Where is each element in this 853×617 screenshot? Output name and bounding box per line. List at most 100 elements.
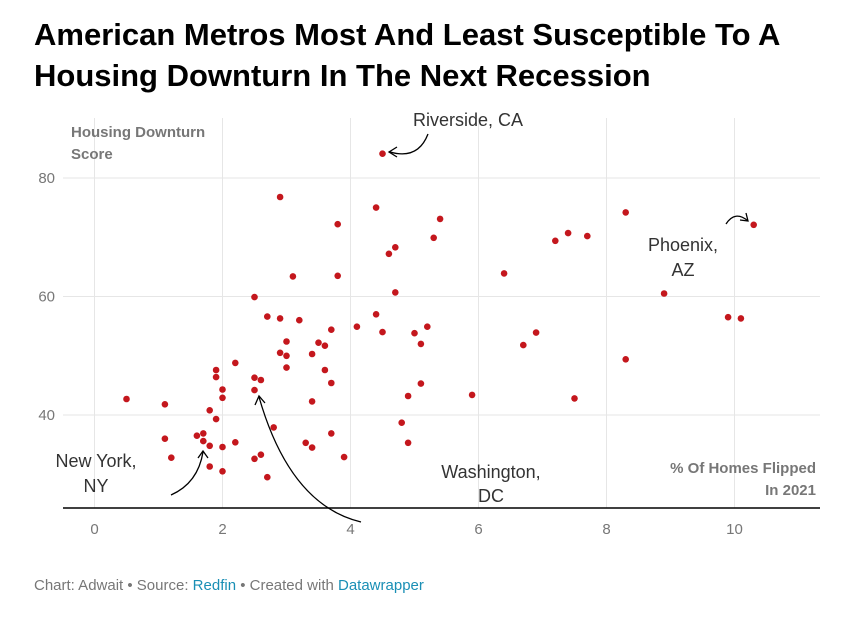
data-point bbox=[308, 444, 316, 451]
data-point bbox=[161, 435, 169, 443]
data-point bbox=[379, 150, 386, 157]
data-point bbox=[552, 237, 559, 245]
x-axis-title-line2: In 2021 bbox=[765, 482, 816, 499]
footer-prefix: Chart: Adwait • Source: bbox=[34, 577, 193, 594]
annotation-arrowhead-washington bbox=[254, 394, 266, 406]
data-point bbox=[321, 366, 329, 374]
x-tick-label: 8 bbox=[602, 521, 610, 538]
data-point bbox=[276, 193, 284, 201]
annotation-arrow-phoenix bbox=[725, 215, 749, 225]
x-axis-title-line1: % Of Homes Flipped bbox=[670, 460, 816, 477]
data-point bbox=[398, 419, 406, 427]
annotation-arrow-washington bbox=[258, 396, 362, 523]
data-point bbox=[289, 273, 297, 280]
annotations: Riverside, CA Phoenix, AZ New York, NY W… bbox=[55, 110, 749, 523]
data-point bbox=[257, 376, 265, 384]
data-point bbox=[308, 398, 316, 405]
data-point bbox=[372, 311, 380, 318]
data-point bbox=[392, 289, 399, 296]
data-point bbox=[500, 270, 508, 277]
data-point bbox=[411, 329, 418, 337]
data-point bbox=[404, 392, 412, 400]
data-point bbox=[212, 366, 220, 374]
data-point bbox=[206, 442, 213, 450]
x-tick-label: 2 bbox=[218, 521, 226, 538]
data-point bbox=[334, 220, 342, 228]
annotation-arrow-riverside bbox=[389, 133, 429, 155]
data-point bbox=[161, 401, 169, 408]
x-tick-label: 0 bbox=[90, 521, 98, 538]
data-point bbox=[264, 313, 271, 320]
data-point bbox=[315, 339, 322, 347]
data-point bbox=[212, 373, 220, 381]
data-point bbox=[206, 463, 213, 470]
footer: Chart: Adwait • Source: Redfin • Created… bbox=[34, 577, 424, 594]
data-point bbox=[270, 424, 278, 431]
data-point bbox=[468, 391, 476, 399]
data-points bbox=[123, 150, 757, 481]
data-point bbox=[379, 328, 386, 336]
data-point bbox=[392, 244, 399, 251]
chart-title: American Metros Most And Least Susceptib… bbox=[34, 17, 780, 93]
data-point bbox=[724, 313, 732, 321]
y-tick-label: 60 bbox=[38, 289, 55, 306]
annotation-newyork-line1: New York, bbox=[55, 451, 136, 471]
y-axis-title-line1: Housing Downturn bbox=[71, 124, 205, 141]
data-point bbox=[219, 394, 226, 402]
data-point bbox=[622, 209, 629, 216]
annotation-arrow-newyork bbox=[170, 451, 204, 496]
data-point bbox=[430, 234, 438, 242]
annotation-washington-line2: DC bbox=[478, 486, 504, 506]
data-point bbox=[417, 380, 425, 387]
y-axis-title-line2: Score bbox=[71, 146, 113, 163]
data-point bbox=[340, 453, 348, 461]
data-point bbox=[257, 451, 265, 459]
footer-tool-link[interactable]: Datawrapper bbox=[338, 577, 424, 594]
data-point bbox=[750, 221, 757, 229]
x-tick-label: 6 bbox=[474, 521, 482, 538]
data-point bbox=[296, 316, 303, 324]
data-point bbox=[321, 342, 329, 350]
x-tick-label: 10 bbox=[726, 521, 743, 538]
data-point bbox=[283, 338, 290, 345]
grid-lines bbox=[63, 118, 820, 508]
data-point bbox=[123, 395, 130, 403]
data-point bbox=[219, 386, 226, 393]
data-point bbox=[353, 323, 361, 331]
footer-source-link[interactable]: Redfin bbox=[192, 577, 237, 594]
data-point bbox=[737, 315, 745, 322]
data-point bbox=[264, 473, 271, 481]
footer-middle: • Created with bbox=[236, 577, 338, 594]
data-point bbox=[564, 229, 572, 237]
data-point bbox=[200, 437, 207, 445]
data-point bbox=[328, 379, 335, 387]
data-point bbox=[584, 232, 591, 240]
data-point bbox=[276, 315, 284, 322]
data-point bbox=[219, 468, 226, 475]
annotation-arrowhead-riverside bbox=[387, 146, 398, 158]
annotation-washington-line1: Washington, bbox=[441, 462, 540, 482]
data-point bbox=[302, 439, 310, 447]
data-point bbox=[385, 250, 393, 258]
data-point bbox=[328, 326, 335, 334]
data-point bbox=[212, 415, 220, 423]
data-point bbox=[168, 454, 175, 462]
data-point bbox=[251, 293, 258, 301]
annotation-arrowhead-newyork bbox=[197, 449, 209, 459]
scatter-chart: 0 2 4 6 8 10 40 60 80 Housing Downturn Score % O… bbox=[38, 110, 820, 538]
tick-labels: 0 2 4 6 8 10 40 60 80 bbox=[38, 170, 743, 538]
data-point bbox=[532, 329, 540, 336]
annotation-phoenix-line1: Phoenix, bbox=[648, 235, 718, 255]
data-point bbox=[193, 432, 201, 440]
data-point bbox=[417, 340, 425, 348]
data-point bbox=[200, 430, 207, 437]
data-point bbox=[520, 341, 527, 349]
data-point bbox=[283, 352, 290, 360]
data-point bbox=[436, 215, 444, 223]
data-point bbox=[372, 204, 380, 211]
data-point bbox=[232, 359, 239, 367]
data-point bbox=[660, 290, 668, 297]
data-point bbox=[308, 350, 316, 358]
data-point bbox=[232, 439, 239, 446]
annotation-arrowhead-phoenix bbox=[739, 212, 749, 222]
